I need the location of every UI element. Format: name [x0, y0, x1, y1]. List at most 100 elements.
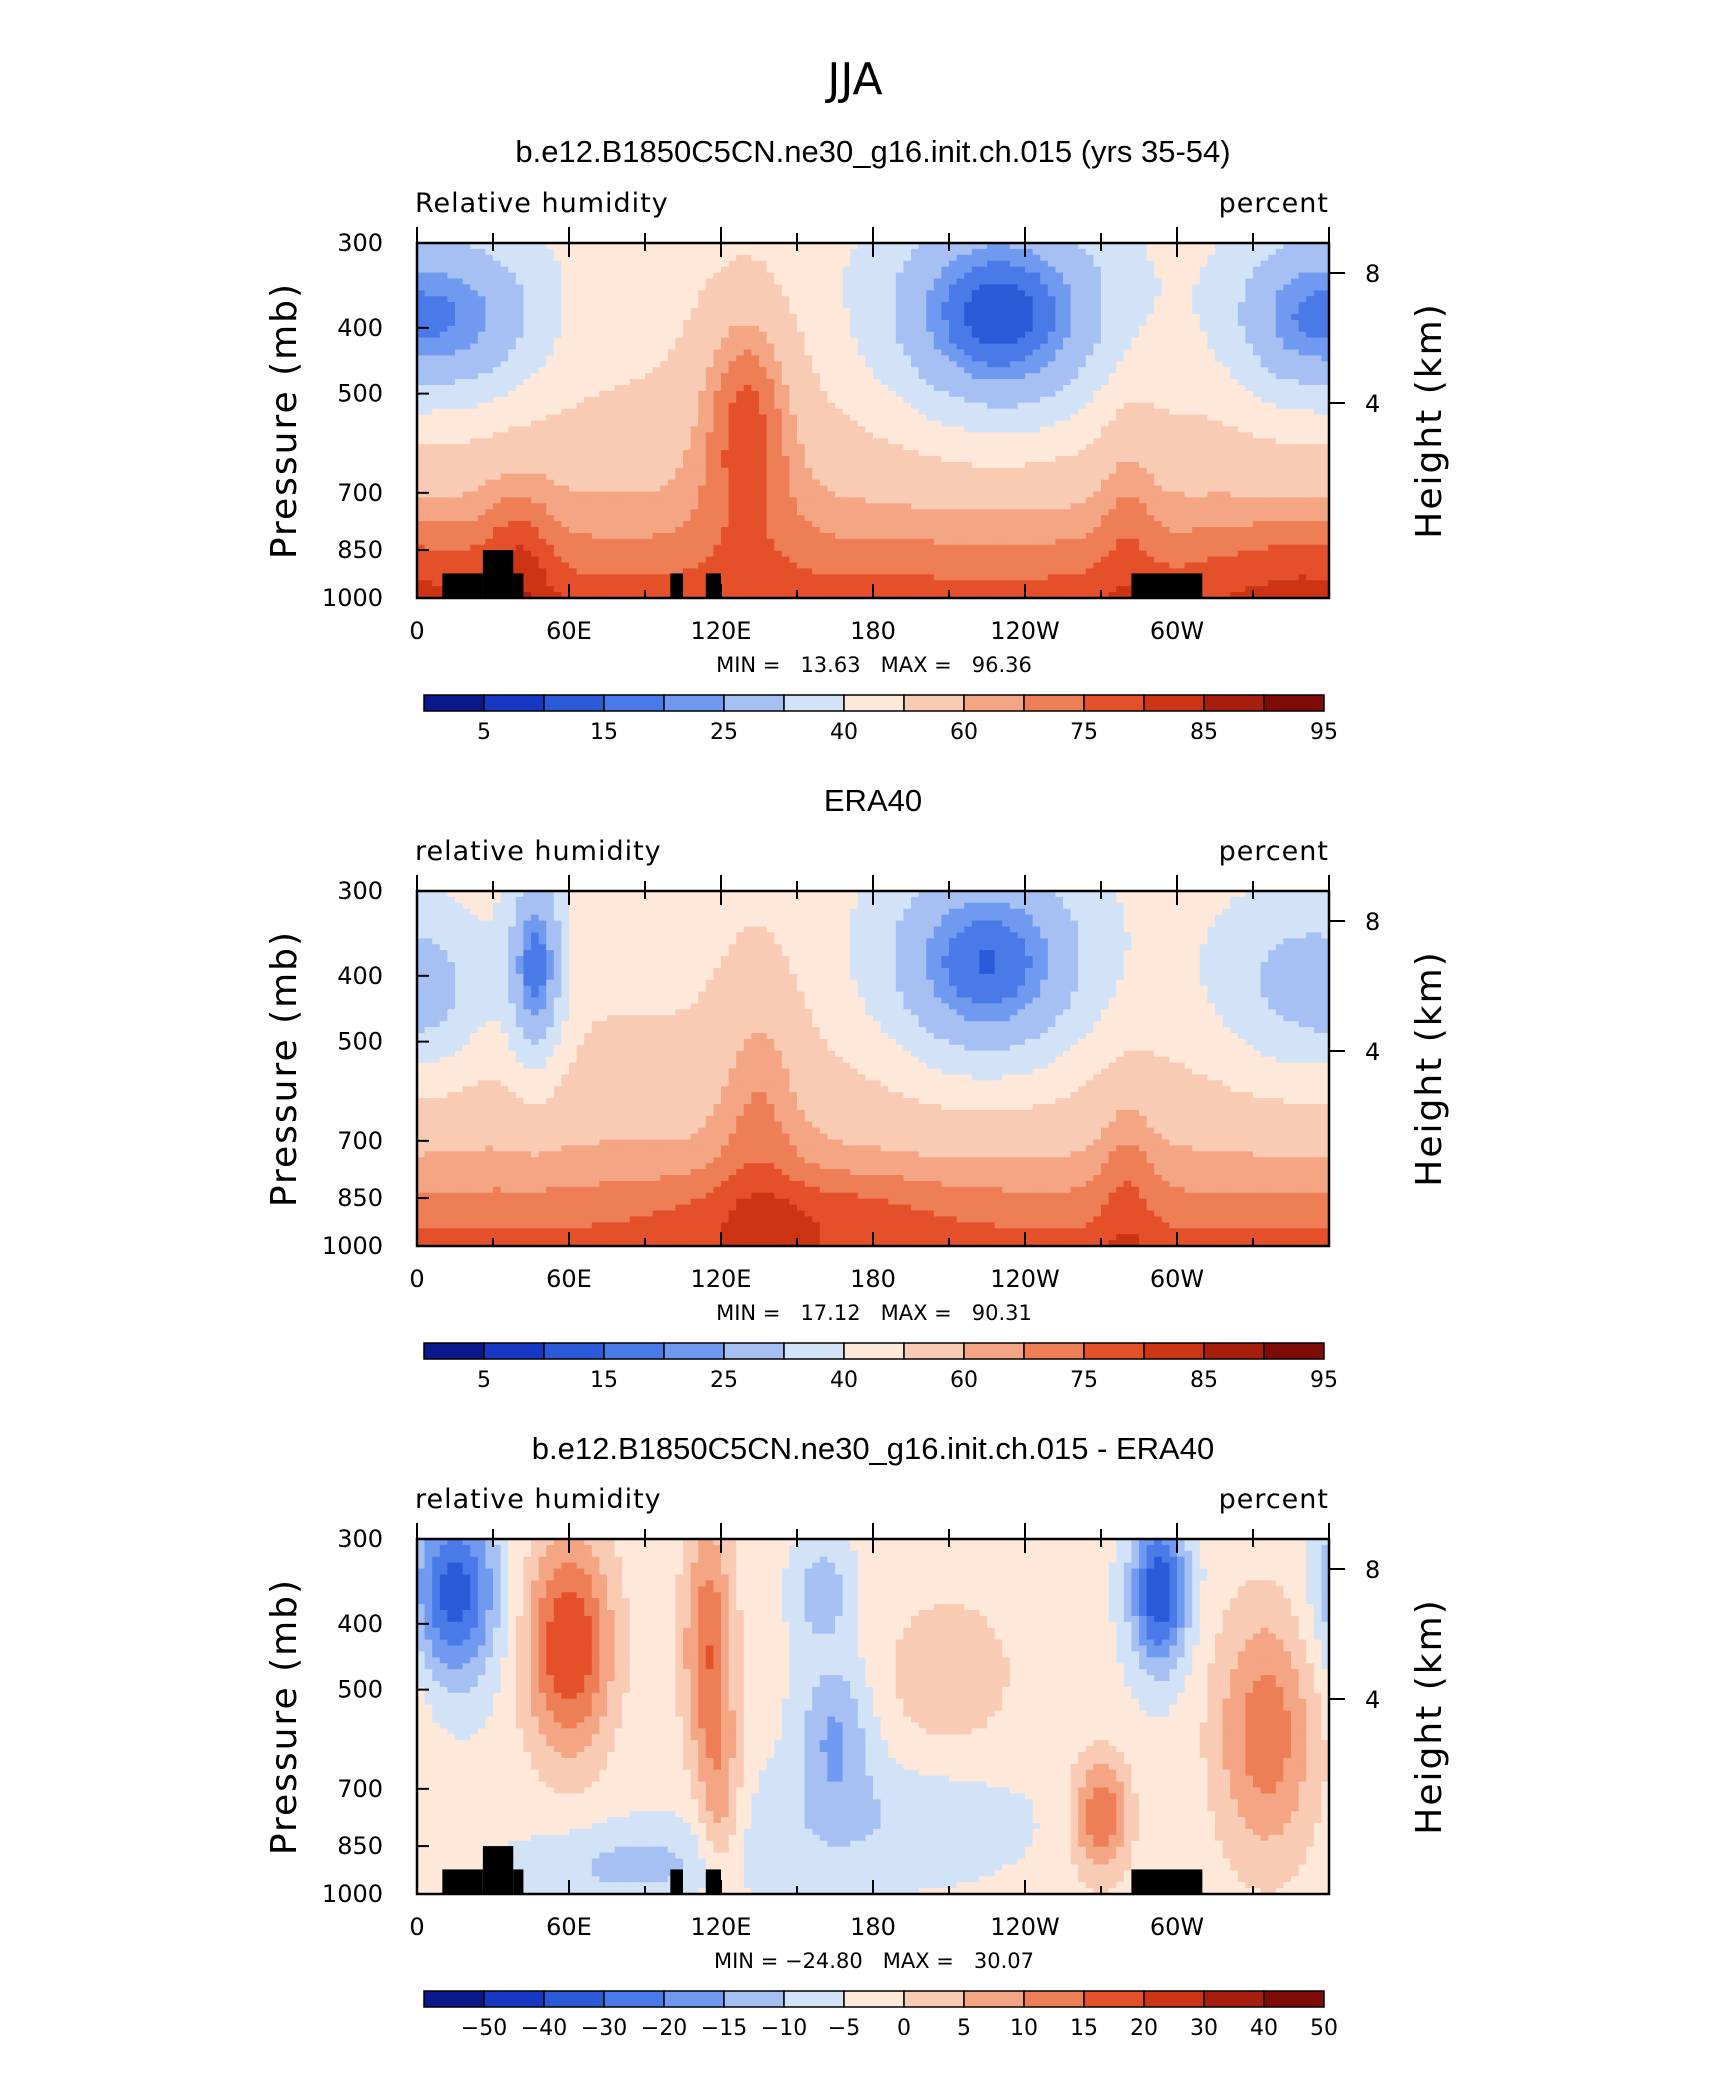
- contour-cell: [1169, 296, 1178, 303]
- contour-cell: [819, 367, 828, 374]
- contour-cell: [1215, 266, 1224, 274]
- contour-cell: [903, 361, 912, 368]
- contour-cell: [1108, 284, 1117, 291]
- contour-cell: [622, 361, 631, 368]
- contour-cell: [759, 254, 768, 262]
- contour-cell: [1275, 361, 1284, 368]
- contour-cell: [645, 349, 654, 357]
- contour-cell: [432, 450, 441, 457]
- contour-cell: [1101, 325, 1110, 333]
- contour-cell: [926, 396, 935, 404]
- contour-cell: [432, 420, 441, 428]
- contour-cell: [1131, 248, 1140, 256]
- contour-cell: [1260, 379, 1269, 386]
- contour-cell: [523, 248, 532, 256]
- contour-cell: [1222, 479, 1231, 487]
- contour-cell: [781, 266, 790, 274]
- contour-cell: [667, 296, 676, 303]
- contour-cell: [1078, 355, 1087, 362]
- contour-cell: [857, 254, 866, 262]
- contour-cell: [477, 296, 486, 303]
- contour-cell: [789, 414, 798, 422]
- contour-cell: [842, 272, 851, 280]
- contour-cell: [546, 331, 555, 339]
- contour-cell: [1207, 254, 1216, 262]
- contour-cell: [774, 402, 783, 410]
- contour-cell: [683, 420, 692, 428]
- contour-cell: [515, 408, 524, 416]
- contour-cell: [1237, 385, 1246, 392]
- contour-cell: [994, 402, 1003, 410]
- contour-cell: [842, 343, 851, 351]
- contour-cell: [1131, 272, 1140, 280]
- contour-cell: [971, 390, 980, 398]
- contour-cell: [1032, 296, 1041, 303]
- contour-cell: [933, 467, 942, 475]
- contour-cell: [1222, 414, 1231, 422]
- contour-cell: [485, 456, 494, 463]
- contour-cell: [1321, 266, 1329, 274]
- contour-cell: [1184, 432, 1193, 439]
- contour-cell: [1116, 302, 1125, 309]
- contour-cell: [1321, 355, 1329, 362]
- contour-cell: [789, 379, 798, 386]
- contour-cell: [599, 396, 608, 404]
- contour-cell: [994, 243, 1003, 250]
- contour-cell: [804, 461, 813, 469]
- contour-cell: [477, 444, 486, 451]
- contour-cell: [926, 260, 935, 268]
- contour-cell: [531, 414, 540, 422]
- contour-cell: [728, 325, 737, 333]
- contour-cell: [1131, 308, 1140, 315]
- contour-cell: [569, 331, 578, 339]
- contour-cell: [941, 367, 950, 374]
- contour-cell: [1169, 420, 1178, 428]
- contour-cell: [1237, 473, 1246, 481]
- contour-cell: [614, 390, 623, 398]
- contour-cell: [538, 414, 547, 422]
- contour-cell: [1146, 325, 1155, 333]
- contour-cell: [432, 414, 441, 422]
- contour-cell: [1169, 456, 1178, 463]
- contour-cell: [949, 296, 958, 303]
- contour-cell: [766, 396, 775, 404]
- contour-cell: [713, 272, 722, 280]
- contour-cell: [1078, 337, 1087, 345]
- contour-cell: [614, 450, 623, 457]
- contour-cell: [462, 361, 471, 368]
- contour-cell: [1154, 408, 1163, 416]
- contour-cell: [1237, 379, 1246, 386]
- contour-cell: [1230, 290, 1239, 297]
- contour-cell: [1154, 444, 1163, 451]
- contour-cell: [835, 379, 844, 386]
- contour-cell: [781, 420, 790, 428]
- contour-cell: [835, 272, 844, 280]
- contour-cell: [614, 385, 623, 392]
- contour-cell: [546, 473, 555, 481]
- contour-cell: [1040, 302, 1049, 309]
- contour-cell: [797, 473, 806, 481]
- contour-cell: [1070, 444, 1079, 451]
- contour-cell: [865, 243, 874, 250]
- contour-cell: [1055, 272, 1064, 280]
- contour-cell: [614, 485, 623, 493]
- contour-cell: [789, 325, 798, 333]
- contour-cell: [477, 426, 486, 433]
- contour-cell: [918, 385, 927, 392]
- contour-cell: [1306, 355, 1315, 362]
- contour-cell: [1139, 314, 1148, 321]
- contour-cell: [1291, 408, 1300, 416]
- contour-cell: [637, 367, 646, 374]
- contour-cell: [1078, 349, 1087, 357]
- contour-cell: [728, 343, 737, 351]
- contour-cell: [531, 467, 540, 475]
- contour-cell: [470, 373, 479, 380]
- contour-cell: [705, 426, 714, 433]
- contour-cell: [462, 438, 471, 445]
- contour-cell: [553, 479, 562, 487]
- contour-cell: [911, 248, 920, 256]
- contour-cell: [850, 260, 859, 268]
- contour-cell: [1017, 414, 1026, 422]
- contour-cell: [842, 278, 851, 286]
- contour-cell: [546, 355, 555, 362]
